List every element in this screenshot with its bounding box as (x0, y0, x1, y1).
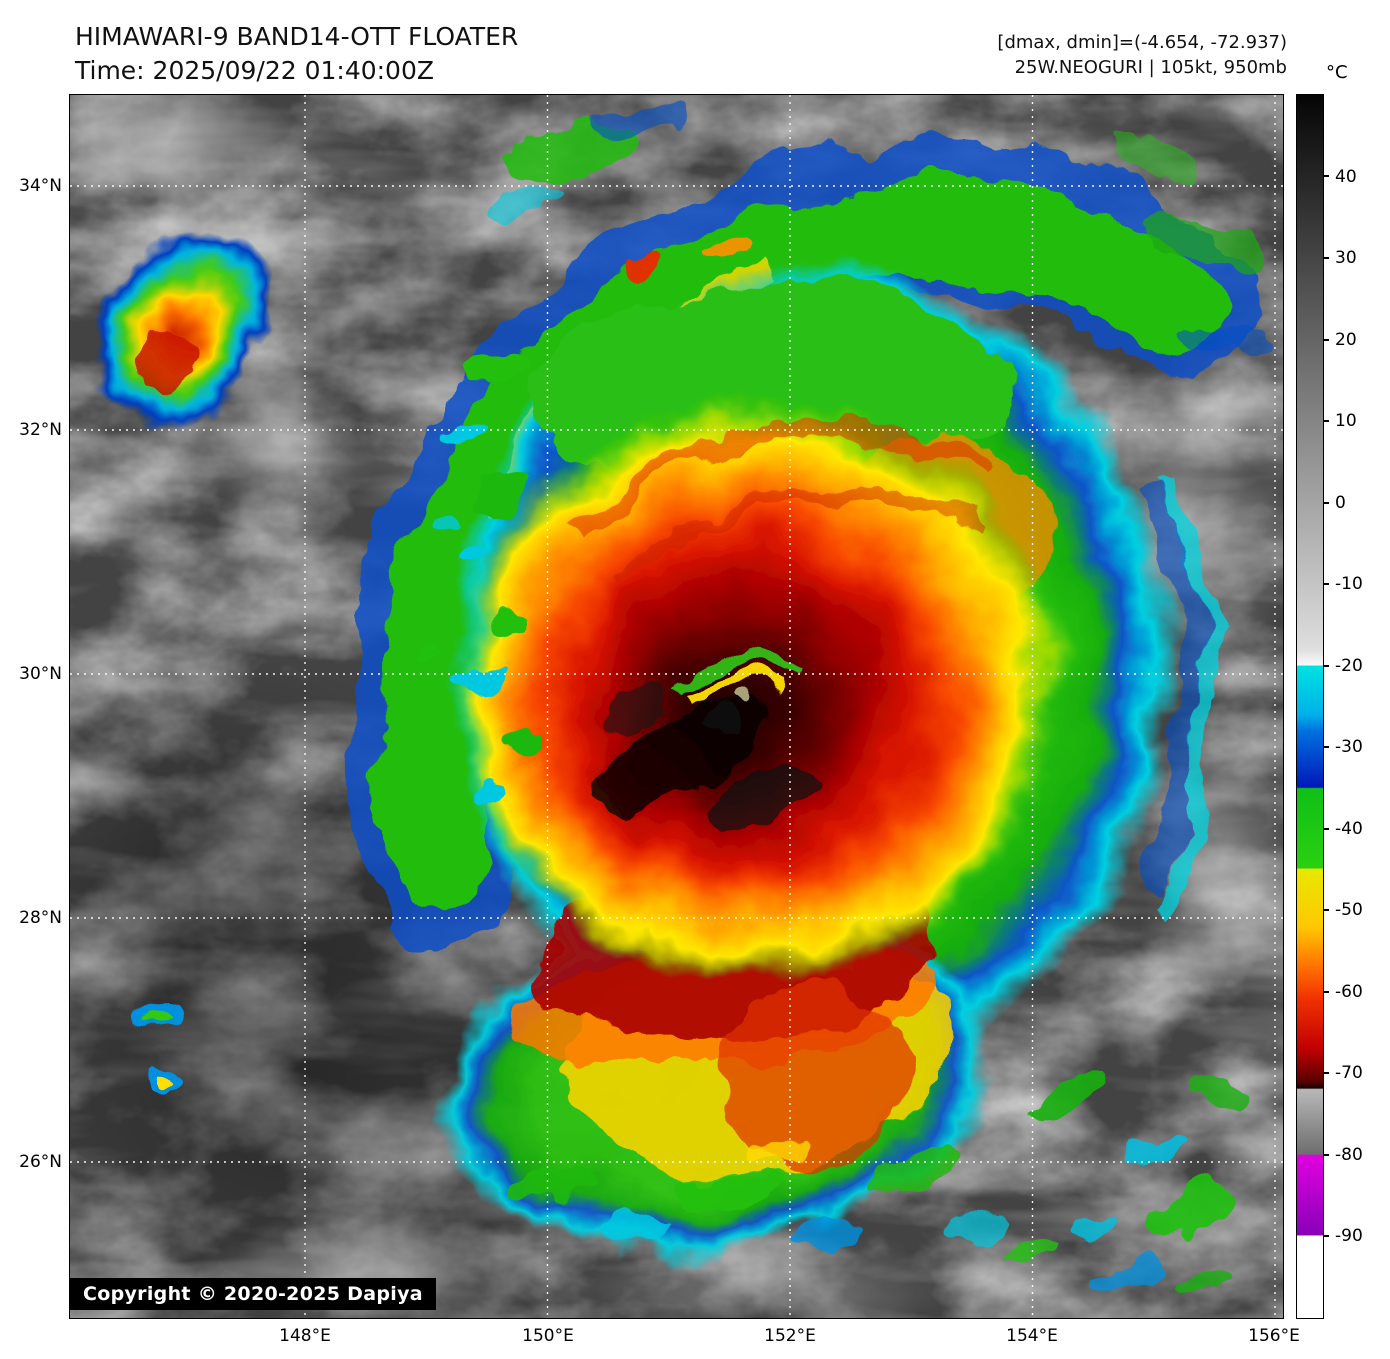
storm-eye (671, 651, 812, 729)
colorbar-tick-label: -60 (1335, 982, 1363, 1002)
outlying-cells (137, 108, 1275, 1294)
colorbar-tick-mark (1323, 991, 1329, 993)
colorbar-tick-label: -20 (1335, 656, 1363, 676)
lat-tick-label-28n: 28°N (19, 908, 62, 928)
colorbar-tick-mark (1323, 828, 1329, 830)
colorbar-tick-label: 10 (1335, 411, 1357, 431)
satellite-image (70, 95, 1283, 1318)
colorbar-tick-mark (1323, 339, 1329, 341)
timestamp: Time: 2025/09/22 01:40:00Z (75, 56, 434, 85)
header-readouts: [dmax, dmin]=(-4.654, -72.937) 25W.NEOGU… (997, 30, 1287, 80)
island-cloud (93, 229, 271, 431)
header-titles: HIMAWARI-9 BAND14-OTT FLOATER Time: 2025… (75, 20, 518, 88)
colorbar-tick-label: -40 (1335, 819, 1363, 839)
colorbar-tick-label: 0 (1335, 493, 1346, 513)
lat-tick-label-34n: 34°N (19, 176, 62, 196)
colorbar-tick-mark (1323, 420, 1329, 422)
colorbar-tick-mark (1323, 502, 1329, 504)
lon-tick-label-154e: 154°E (1006, 1326, 1058, 1346)
colorbar-tick-mark (1323, 257, 1329, 259)
colorbar-tick-mark (1323, 746, 1329, 748)
colorbar-unit-label: °C (1326, 62, 1348, 83)
colorbar-tick-label: 40 (1335, 167, 1357, 187)
colorbar-tick-mark (1323, 175, 1329, 177)
lon-tick-label-156e: 156°E (1248, 1326, 1300, 1346)
colorbar-tick-mark (1323, 1072, 1329, 1074)
lat-tick-label-26n: 26°N (19, 1152, 62, 1172)
feeder-band-cells (416, 350, 544, 805)
colorbar-tick-mark (1323, 583, 1329, 585)
storm-readout: 25W.NEOGURI | 105kt, 950mb (1014, 57, 1287, 78)
colorbar-tick-label: -50 (1335, 900, 1363, 920)
copyright-badge: Copyright © 2020-2025 Dapiya (70, 1278, 436, 1310)
colorbar-tick-label: 20 (1335, 330, 1357, 350)
colorbar-tick-label: -30 (1335, 737, 1363, 757)
colorbar-tick-mark (1323, 665, 1329, 667)
colorbar-gradient (1297, 95, 1323, 1318)
lon-tick-label-148e: 148°E (279, 1326, 331, 1346)
satellite-map-panel: Copyright © 2020-2025 Dapiya (70, 95, 1283, 1318)
lat-tick-label-32n: 32°N (19, 420, 62, 440)
colorbar-tick-label: -80 (1335, 1145, 1363, 1165)
colorbar: 40 30 20 10 0 -10 -20 -30 -40 -50 -60 -7… (1297, 95, 1363, 1318)
colorbar-tick-label: 30 (1335, 248, 1357, 268)
colorbar-tick-label: -90 (1335, 1226, 1363, 1246)
colorbar-tick-mark (1323, 1154, 1329, 1156)
lat-tick-label-30n: 30°N (19, 664, 62, 684)
colorbar-tick-mark (1323, 1235, 1329, 1237)
storm-system (350, 143, 1253, 1268)
lon-tick-label-152e: 152°E (764, 1326, 816, 1346)
lon-tick-label-150e: 150°E (522, 1326, 574, 1346)
gridlines (70, 95, 1283, 1318)
product-title: HIMAWARI-9 BAND14-OTT FLOATER (75, 22, 519, 51)
colorbar-tick-label: -10 (1335, 574, 1363, 594)
colorbar-tick-mark (1323, 909, 1329, 911)
colorbar-tick-label: -70 (1335, 1063, 1363, 1083)
dmax-dmin-readout: [dmax, dmin]=(-4.654, -72.937) (997, 32, 1287, 53)
